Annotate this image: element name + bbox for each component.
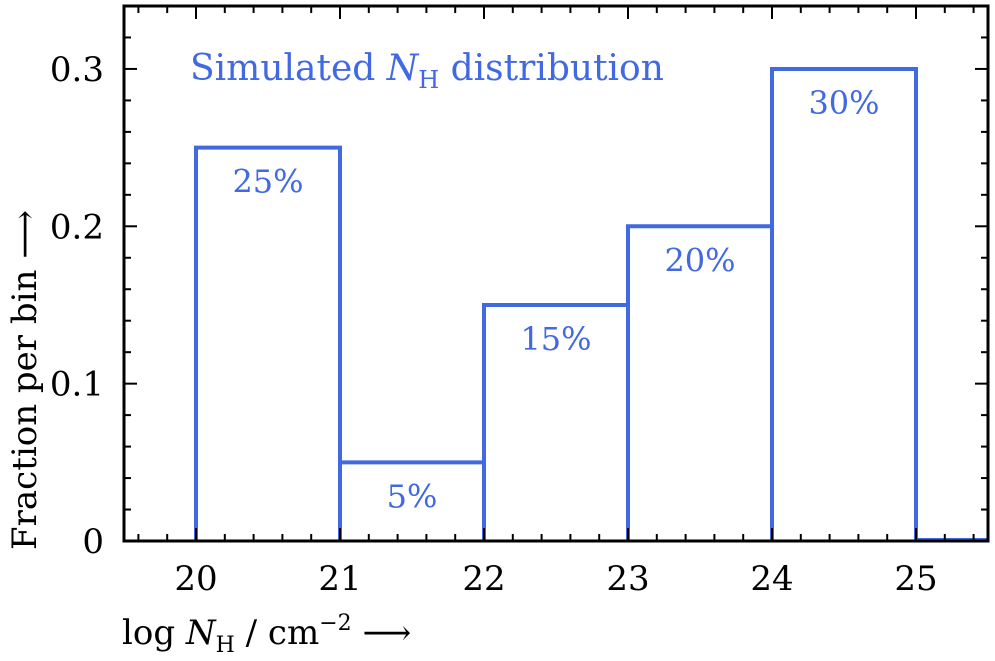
bars-layer bbox=[194, 66, 988, 542]
bar-value-label: 25% bbox=[232, 163, 303, 201]
chart-title: Simulated NH distribution bbox=[190, 48, 664, 94]
x-axis-label: log NH / cm−2 ⟶ bbox=[122, 611, 411, 658]
bar-value-label: 20% bbox=[664, 241, 735, 279]
x-axis-label-superscript: −2 bbox=[319, 611, 351, 636]
x-axis-label-unit: / cm bbox=[235, 613, 319, 653]
labels-layer: 25% 5% 15% 20% 30% 20 21 22 23 24 25 0 0.1 0.2 0.3 bbox=[50, 50, 938, 599]
x-axis-label-prefix: log bbox=[122, 613, 186, 653]
x-tick-label: 20 bbox=[174, 559, 217, 599]
x-tick-label: 23 bbox=[606, 559, 649, 599]
chart-title-prefix: Simulated bbox=[190, 48, 387, 89]
x-tick-label: 22 bbox=[462, 559, 505, 599]
histogram-bar bbox=[770, 66, 918, 541]
chart-title-subscript: H bbox=[418, 66, 439, 94]
x-tick-label: 24 bbox=[750, 559, 793, 599]
x-tick-label: 25 bbox=[894, 559, 937, 599]
y-tick-label: 0 bbox=[82, 522, 104, 562]
chart-title-symbol: N bbox=[386, 48, 420, 89]
y-tick-label: 0.2 bbox=[50, 207, 104, 247]
y-tick-label: 0.3 bbox=[50, 50, 104, 90]
y-axis-label: Fraction per bin ⟶ bbox=[5, 210, 45, 550]
chart-title-suffix: distribution bbox=[439, 48, 664, 89]
x-tick-label: 21 bbox=[318, 559, 361, 599]
plot-frame bbox=[122, 4, 990, 543]
histogram-bar bbox=[194, 145, 342, 541]
y-tick-label: 0.1 bbox=[50, 365, 104, 405]
x-axis-label-arrow: ⟶ bbox=[352, 613, 412, 653]
bar-value-label: 30% bbox=[808, 84, 879, 122]
bar-value-label: 5% bbox=[387, 477, 438, 515]
x-axis-label-subscript: H bbox=[216, 633, 235, 658]
x-axis-label-symbol: N bbox=[185, 613, 217, 653]
bar-value-label: 15% bbox=[520, 320, 591, 358]
